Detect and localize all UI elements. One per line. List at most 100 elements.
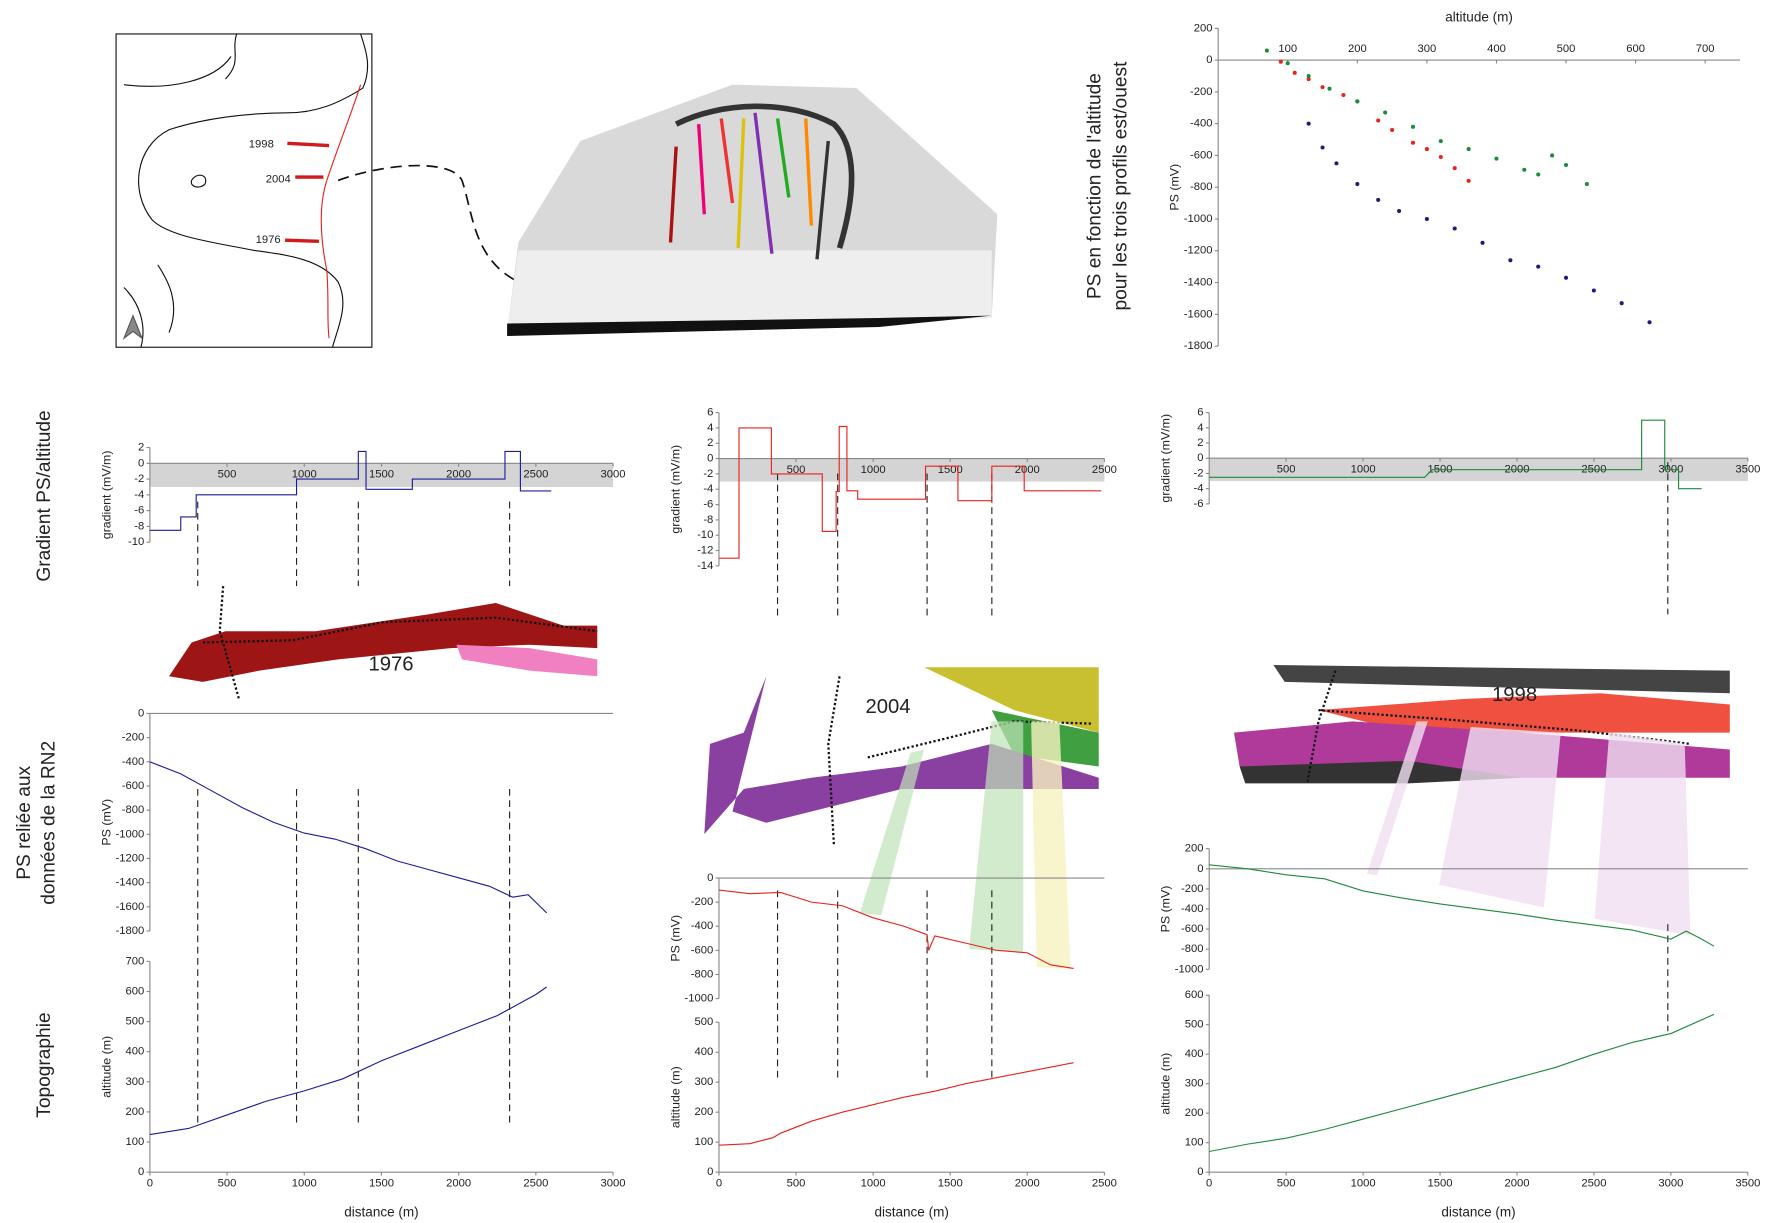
y-tick-label: 100 [695, 1136, 714, 1148]
y-tick-label: -1200 [115, 852, 144, 864]
x-tick-label: 0 [1206, 1177, 1212, 1189]
y-tick-label: -2 [134, 473, 144, 485]
y-tick-label: 300 [695, 1076, 714, 1088]
shaded-band [149, 463, 614, 487]
y-tick-label: -200 [1190, 86, 1213, 98]
road-rn2 [320, 84, 362, 339]
x-tick-label: 500 [218, 469, 237, 481]
chart-title: pour les trois profils est/ouest [1110, 61, 1131, 311]
caldera-rim [674, 103, 855, 249]
y-tick-label: 200 [695, 1106, 714, 1118]
y-tick-label: 2 [707, 437, 713, 449]
series-line [718, 1062, 1074, 1146]
point [1522, 167, 1527, 172]
point [1320, 85, 1325, 90]
point [1619, 301, 1624, 306]
series-line [149, 450, 552, 531]
flow-crossing [285, 141, 330, 243]
point [1306, 121, 1311, 126]
x-tick-label: 2500 [1092, 464, 1117, 476]
map-frame [115, 33, 373, 348]
x-tick-label: 200 [1348, 43, 1367, 55]
map-labels: 1998 2004 1976 [249, 138, 291, 246]
x-tick-label: 1500 [938, 464, 963, 476]
lava-flow [696, 124, 707, 215]
y-tick-label: -600 [122, 780, 145, 792]
y-tick-label: 0 [707, 872, 713, 884]
point [1466, 178, 1471, 183]
y-tick-label: -400 [1181, 903, 1204, 915]
link-band [1031, 721, 1071, 970]
lava-flow [736, 118, 746, 249]
y-tick-label: 4 [707, 422, 713, 434]
row-label: PS reliée aux [14, 765, 35, 879]
x-tick-label: 1500 [369, 469, 394, 481]
point [1452, 226, 1457, 231]
point [1508, 258, 1513, 263]
y-tick-label: -400 [691, 920, 714, 932]
y-tick-label: -10 [697, 529, 713, 541]
x-tick-label: 3000 [601, 1177, 626, 1189]
y-tick-label: -1000 [115, 828, 144, 840]
x-tick-label: 2000 [1504, 1177, 1529, 1189]
x-axis-label: altitude (m) [1445, 10, 1513, 25]
point [1480, 240, 1485, 245]
y-tick-label: -200 [122, 732, 145, 744]
y-tick-label: -12 [697, 545, 713, 557]
y-axis-label: gradient (mV/m) [668, 445, 682, 534]
series-line [149, 761, 548, 914]
y-tick-label: 300 [125, 1076, 144, 1088]
point [1591, 288, 1596, 293]
x-tick-label: 2500 [523, 469, 548, 481]
y-tick-label: 2 [1197, 437, 1203, 449]
map-label: 1998 [249, 138, 274, 150]
flow-shape [169, 603, 598, 682]
y-tick-label: 0 [1197, 863, 1203, 875]
point [1494, 156, 1499, 161]
x-tick-label: 2000 [1015, 464, 1040, 476]
point [1376, 197, 1381, 202]
y-tick-label: 600 [1185, 989, 1204, 1001]
series-line [149, 986, 547, 1136]
y-tick-label: 500 [1185, 1019, 1204, 1031]
point [1390, 127, 1395, 133]
point [1536, 264, 1541, 269]
terrain-3d [507, 84, 998, 336]
lava-flow [815, 140, 830, 260]
x-tick-label: 3000 [601, 469, 626, 481]
point [1647, 320, 1652, 325]
y-axis-label: altitude (m) [668, 1066, 682, 1128]
y-tick-label: -600 [1181, 923, 1204, 935]
y-tick-label: -600 [1190, 149, 1213, 161]
y-tick-label: -1200 [1184, 245, 1213, 257]
series-line [718, 889, 1074, 970]
x-tick-label: 1500 [938, 1177, 963, 1189]
y-tick-label: 200 [1194, 22, 1213, 34]
lava-flow [775, 118, 791, 198]
point [1355, 99, 1360, 104]
x-tick-label: 2500 [1581, 1177, 1606, 1189]
x-tick-label: 500 [787, 464, 806, 476]
y-tick-label: -1400 [115, 877, 144, 889]
y-axis-label: PS (mV) [668, 915, 682, 962]
x-tick-label: 2000 [1015, 1177, 1040, 1189]
map-contour [123, 33, 369, 348]
x-axis-label: distance (m) [344, 1204, 418, 1219]
map-crater [190, 174, 207, 188]
y-tick-label: 0 [1197, 1166, 1203, 1178]
point [1285, 61, 1290, 66]
profile-trace [202, 586, 598, 700]
point [1306, 73, 1311, 79]
y-tick-label: -14 [697, 560, 713, 572]
point [1452, 166, 1457, 171]
point [1564, 162, 1569, 168]
lava-flow [753, 112, 774, 254]
point [1292, 70, 1297, 75]
y-tick-label: -6 [703, 499, 713, 511]
x-tick-label: 3500 [1735, 463, 1760, 475]
y-axis-label: gradient (mV/m) [99, 451, 113, 540]
y-tick-label: -800 [122, 804, 145, 816]
y-axis-label: gradient (mV/m) [1159, 414, 1173, 503]
point [1334, 161, 1339, 166]
